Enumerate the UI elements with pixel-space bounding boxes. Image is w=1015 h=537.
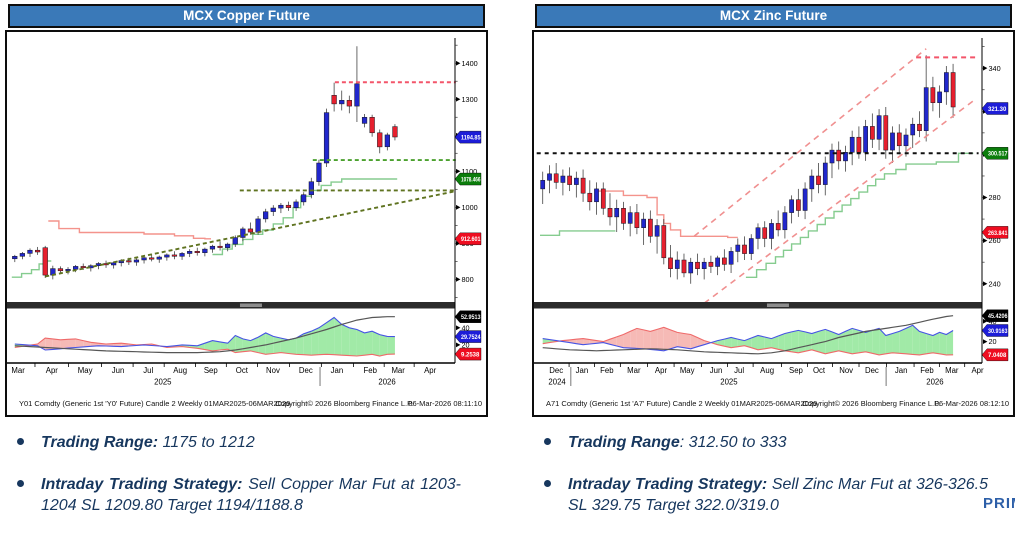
zinc-footer-timestamp: 06-Mar-2026 08:12:10 <box>934 399 1009 408</box>
svg-text:Mar: Mar <box>945 366 959 375</box>
svg-text:2024: 2024 <box>548 378 566 387</box>
zinc-column: MCX Zinc Future 2402602803003203404020De… <box>532 4 1015 537</box>
svg-text:Apr: Apr <box>655 366 668 375</box>
copper-column: MCX Copper Future 8009001000110012001300… <box>5 4 488 537</box>
note-label: Trading Range: <box>41 434 159 451</box>
svg-text:Oct: Oct <box>813 366 826 375</box>
svg-text:Jan: Jan <box>576 366 589 375</box>
svg-text:May: May <box>78 366 93 375</box>
svg-text:Mar: Mar <box>11 366 25 375</box>
zinc-footer-ticker: A71 Comdty (Generic 1st 'A7' Future) Can… <box>546 399 818 408</box>
prime-logo: PRIME <box>983 495 1015 512</box>
svg-text:Feb: Feb <box>920 366 934 375</box>
note-text: : 312.50 to 333 <box>679 434 787 451</box>
svg-text:40: 40 <box>462 323 470 332</box>
copper-trading-range-note: Trading Range: 1175 to 1212 <box>15 432 488 453</box>
bullet-icon <box>17 438 24 445</box>
bullet-icon <box>544 480 551 488</box>
svg-text:52.9513: 52.9513 <box>461 315 481 321</box>
note-label: Intraday Trading Strategy: <box>568 476 768 494</box>
copper-chart-title: MCX Copper Future <box>8 4 485 28</box>
svg-text:2025: 2025 <box>720 378 738 387</box>
svg-text:Sep: Sep <box>789 366 804 375</box>
svg-text:Apr: Apr <box>424 366 437 375</box>
zinc-chart-canvas: 2402602803003203404020DecJanFebMarAprMay… <box>534 38 1009 387</box>
svg-text:Aug: Aug <box>760 366 774 375</box>
svg-text:Feb: Feb <box>600 366 614 375</box>
svg-text:260: 260 <box>989 236 1001 245</box>
svg-text:Jan: Jan <box>895 366 908 375</box>
svg-text:2025: 2025 <box>154 378 172 387</box>
svg-text:Dec: Dec <box>299 366 313 375</box>
svg-text:20: 20 <box>462 341 470 350</box>
bullet-icon <box>17 480 24 488</box>
svg-text:1078.466: 1078.466 <box>461 177 481 183</box>
svg-text:May: May <box>680 366 695 375</box>
copper-strategy-note: Intraday Trading Strategy: Sell Copper M… <box>15 474 488 516</box>
svg-text:1000: 1000 <box>462 203 478 212</box>
svg-text:321.30: 321.30 <box>988 107 1007 113</box>
svg-text:280: 280 <box>989 193 1001 202</box>
copper-footer-ticker: Y01 Comdty (Generic 1st 'Y0' Future) Can… <box>19 399 291 408</box>
svg-text:Apr: Apr <box>46 366 59 375</box>
svg-text:800: 800 <box>462 275 474 284</box>
svg-text:Nov: Nov <box>266 366 280 375</box>
copper-footer-timestamp: 06-Mar-2026 08:11:10 <box>408 399 482 408</box>
svg-text:1100: 1100 <box>462 167 478 176</box>
note-text: Sell Zinc Mar Fut at 326-326.5 SL 329.75… <box>568 476 989 515</box>
zinc-notes: Trading Range: 312.50 to 333 Intraday Tr… <box>532 432 1015 516</box>
copper-chart-footer: Y01 Comdty (Generic 1st 'Y0' Future) Can… <box>7 399 486 410</box>
copper-footer-copyright: Copyright© 2026 Bloomberg Finance L.P. <box>275 399 414 408</box>
svg-text:Sep: Sep <box>204 366 219 375</box>
svg-text:Jun: Jun <box>710 366 723 375</box>
svg-text:Dec: Dec <box>549 366 563 375</box>
svg-text:Jul: Jul <box>734 366 744 375</box>
svg-text:45.4206: 45.4206 <box>988 314 1008 320</box>
svg-text:Dec: Dec <box>865 366 879 375</box>
note-text: Sell Copper Mar Fut at 1203-1204 SL 1209… <box>41 476 461 515</box>
svg-text:Nov: Nov <box>839 366 853 375</box>
svg-text:2026: 2026 <box>378 378 395 387</box>
svg-text:Mar: Mar <box>391 366 405 375</box>
zinc-chart-footer: A71 Comdty (Generic 1st 'A7' Future) Can… <box>534 399 1013 410</box>
svg-text:1194.85: 1194.85 <box>461 136 481 142</box>
copper-notes: Trading Range: 1175 to 1212 Intraday Tra… <box>5 432 488 516</box>
svg-text:2026: 2026 <box>926 378 943 387</box>
zinc-strategy-note: Intraday Trading Strategy: Sell Zinc Mar… <box>542 474 1015 516</box>
zinc-chart: 2402602803003203404020DecJanFebMarAprMay… <box>532 30 1015 417</box>
zinc-footer-copyright: Copyright© 2026 Bloomberg Finance L.P. <box>802 399 941 408</box>
copper-chart-canvas: 800900100011001200130014004020MarAprMayJ… <box>7 38 482 387</box>
svg-text:29.7524: 29.7524 <box>461 335 481 341</box>
copper-chart: 800900100011001200130014004020MarAprMayJ… <box>5 30 488 417</box>
svg-text:1300: 1300 <box>462 95 478 104</box>
svg-text:30.9163: 30.9163 <box>988 329 1008 335</box>
svg-text:Jan: Jan <box>331 366 344 375</box>
svg-text:9.2538: 9.2538 <box>461 352 480 358</box>
note-label: Intraday Trading Strategy: <box>41 476 243 494</box>
note-text: 1175 to 1212 <box>158 434 255 451</box>
svg-text:340: 340 <box>989 64 1001 73</box>
svg-text:Oct: Oct <box>236 366 249 375</box>
svg-text:300.517: 300.517 <box>988 152 1008 158</box>
svg-text:Apr: Apr <box>971 366 984 375</box>
svg-text:263.841: 263.841 <box>988 231 1008 237</box>
svg-text:7.0408: 7.0408 <box>988 353 1007 359</box>
svg-text:Feb: Feb <box>363 366 377 375</box>
svg-text:1400: 1400 <box>462 59 478 68</box>
svg-text:Mar: Mar <box>627 366 641 375</box>
svg-text:20: 20 <box>989 337 997 346</box>
bullet-icon <box>544 438 551 445</box>
svg-text:Aug: Aug <box>173 366 187 375</box>
zinc-trading-range-note: Trading Range: 312.50 to 333 <box>542 432 1015 453</box>
svg-text:Jun: Jun <box>112 366 125 375</box>
note-label: Trading Range <box>568 434 680 451</box>
zinc-chart-title: MCX Zinc Future <box>535 4 1012 28</box>
svg-text:240: 240 <box>989 279 1001 288</box>
svg-text:Jul: Jul <box>143 366 153 375</box>
svg-text:912.601: 912.601 <box>461 237 481 243</box>
